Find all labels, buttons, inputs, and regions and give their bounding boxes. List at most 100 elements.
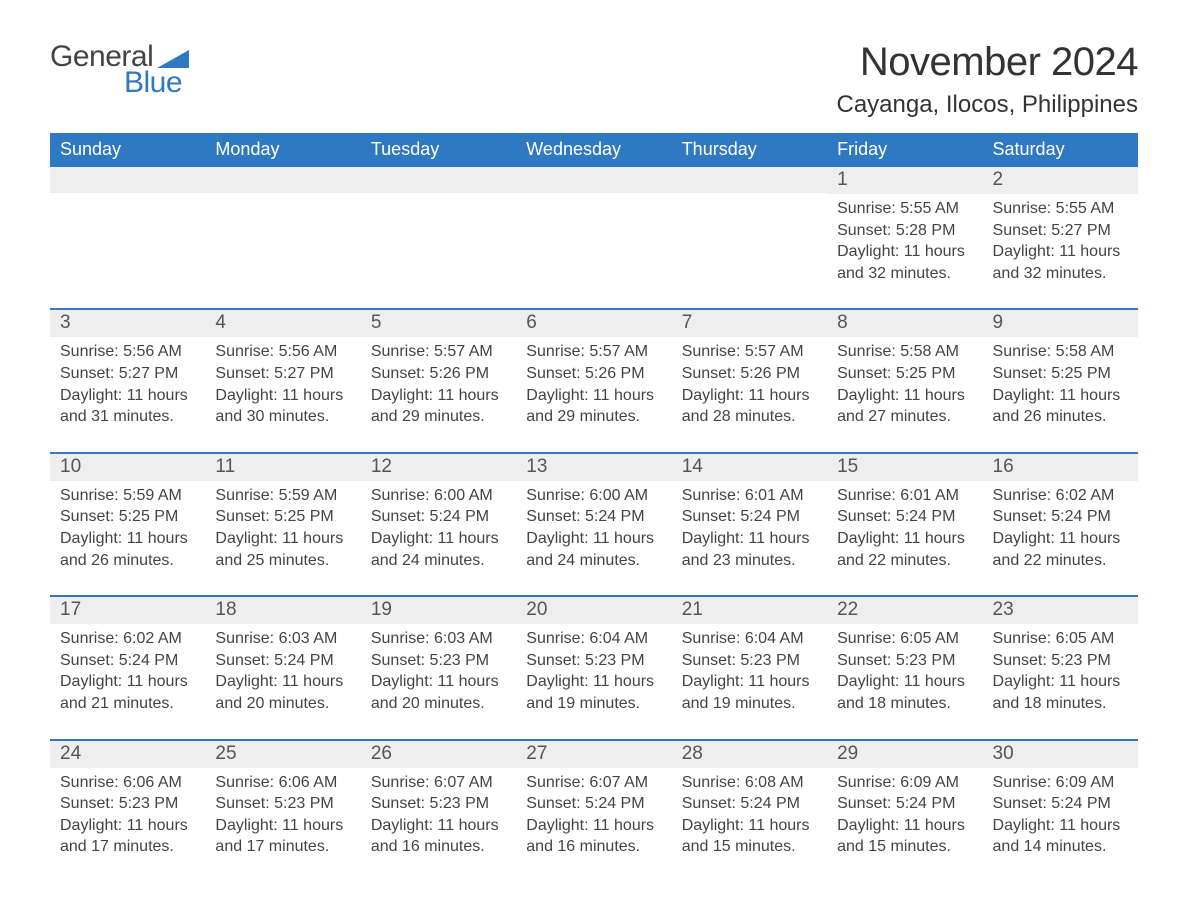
daylight-line: Daylight: 11 hours and 22 minutes. [993,528,1128,571]
calendar-day: 16 Sunrise: 6:02 AMSunset: 5:24 PMDayligh… [983,454,1138,577]
daylight-line: Daylight: 11 hours and 21 minutes. [60,671,195,714]
sunrise-line: Sunrise: 6:05 AM [837,628,972,650]
calendar-day-empty [672,167,827,290]
daylight-line: Daylight: 11 hours and 28 minutes. [682,385,817,428]
daylight-line: Daylight: 11 hours and 30 minutes. [215,385,350,428]
sunrise-line: Sunrise: 5:59 AM [60,485,195,507]
sunrise-line: Sunrise: 5:58 AM [993,341,1128,363]
sunrise-line: Sunrise: 6:01 AM [837,485,972,507]
day-number: 18 [205,597,360,624]
day-details: Sunrise: 5:57 AMSunset: 5:26 PMDaylight:… [516,341,671,433]
day-number: 24 [50,741,205,768]
title-block: November 2024 Cayanga, Ilocos, Philippin… [836,40,1138,119]
daylight-line: Daylight: 11 hours and 20 minutes. [215,671,350,714]
day-details: Sunrise: 5:57 AMSunset: 5:26 PMDaylight:… [361,341,516,433]
sunrise-line: Sunrise: 5:57 AM [371,341,506,363]
sunset-line: Sunset: 5:23 PM [60,793,195,815]
daylight-line: Daylight: 11 hours and 14 minutes. [993,815,1128,858]
sunset-line: Sunset: 5:24 PM [993,793,1128,815]
calendar-day: 29Sunrise: 6:09 AMSunset: 5:24 PMDayligh… [827,741,982,864]
day-details: Sunrise: 6:05 AMSunset: 5:23 PMDaylight:… [983,628,1138,720]
sunrise-line: Sunrise: 5:56 AM [215,341,350,363]
calendar-day-empty [361,167,516,290]
day-number: 22 [827,597,982,624]
daylight-line: Daylight: 11 hours and 29 minutes. [526,385,661,428]
day-number: 14 [672,454,827,481]
calendar-day-empty [205,167,360,290]
daylight-line: Daylight: 11 hours and 27 minutes. [837,385,972,428]
sunset-line: Sunset: 5:24 PM [993,506,1128,528]
day-number: 6 [516,310,671,337]
daylight-line: Daylight: 11 hours and 17 minutes. [60,815,195,858]
calendar-day: 18 Sunrise: 6:03 AMSunset: 5:24 PMDayligh… [205,597,360,720]
daylight-line: Daylight: 11 hours and 15 minutes. [837,815,972,858]
daylight-line: Daylight: 11 hours and 16 minutes. [371,815,506,858]
day-number: 16 [983,454,1138,481]
daylight-line: Daylight: 11 hours and 26 minutes. [60,528,195,571]
calendar-day: 15Sunrise: 6:01 AMSunset: 5:24 PMDayligh… [827,454,982,577]
sunrise-line: Sunrise: 6:06 AM [215,772,350,794]
calendar-week: 24Sunrise: 6:06 AMSunset: 5:23 PMDayligh… [50,739,1138,864]
calendar: SundayMondayTuesdayWednesdayThursdayFrid… [50,133,1138,864]
day-number: 9 [983,310,1138,337]
sunrise-line: Sunrise: 5:55 AM [837,198,972,220]
calendar-day: 19Sunrise: 6:03 AMSunset: 5:23 PMDayligh… [361,597,516,720]
sunset-line: Sunset: 5:26 PM [371,363,506,385]
dow-cell: Sunday [50,133,205,167]
day-details: Sunrise: 6:09 AMSunset: 5:24 PMDaylight:… [827,772,982,864]
sunset-line: Sunset: 5:25 PM [993,363,1128,385]
day-number: 8 [827,310,982,337]
daylight-line: Daylight: 11 hours and 24 minutes. [526,528,661,571]
daylight-line: Daylight: 11 hours and 26 minutes. [993,385,1128,428]
sunset-line: Sunset: 5:24 PM [682,793,817,815]
calendar-week: 17 Sunrise: 6:02 AMSunset: 5:24 PMDayligh… [50,595,1138,720]
day-of-week-header: SundayMondayTuesdayWednesdayThursdayFrid… [50,133,1138,167]
calendar-day: 21Sunrise: 6:04 AMSunset: 5:23 PMDayligh… [672,597,827,720]
sunrise-line: Sunrise: 6:09 AM [993,772,1128,794]
daylight-line: Daylight: 11 hours and 17 minutes. [215,815,350,858]
sunrise-line: Sunrise: 6:04 AM [682,628,817,650]
daylight-line: Daylight: 11 hours and 16 minutes. [526,815,661,858]
sunset-line: Sunset: 5:24 PM [526,506,661,528]
day-number: 11 [205,454,360,481]
sunset-line: Sunset: 5:25 PM [60,506,195,528]
dow-cell: Thursday [672,133,827,167]
sunrise-line: Sunrise: 6:01 AM [682,485,817,507]
calendar-day: 12Sunrise: 6:00 AMSunset: 5:24 PMDayligh… [361,454,516,577]
sunset-line: Sunset: 5:25 PM [837,363,972,385]
sunrise-line: Sunrise: 6:03 AM [371,628,506,650]
sunrise-line: Sunrise: 5:56 AM [60,341,195,363]
sunrise-line: Sunrise: 6:02 AM [993,485,1128,507]
daylight-line: Daylight: 11 hours and 23 minutes. [682,528,817,571]
month-title: November 2024 [836,40,1138,85]
day-details: Sunrise: 6:01 AMSunset: 5:24 PMDaylight:… [672,485,827,577]
day-number: 17 [50,597,205,624]
day-number [516,167,671,193]
sunset-line: Sunset: 5:26 PM [682,363,817,385]
sunrise-line: Sunrise: 6:00 AM [526,485,661,507]
weeks-host: 1Sunrise: 5:55 AMSunset: 5:28 PMDaylight… [50,167,1138,864]
day-details: Sunrise: 5:55 AMSunset: 5:27 PMDaylight:… [983,198,1138,290]
daylight-line: Daylight: 11 hours and 29 minutes. [371,385,506,428]
day-details: Sunrise: 5:59 AMSunset: 5:25 PMDaylight:… [205,485,360,577]
calendar-day: 4Sunrise: 5:56 AMSunset: 5:27 PMDaylight… [205,310,360,433]
day-number: 20 [516,597,671,624]
day-details: Sunrise: 6:07 AMSunset: 5:23 PMDaylight:… [361,772,516,864]
sunset-line: Sunset: 5:24 PM [837,793,972,815]
daylight-line: Daylight: 11 hours and 19 minutes. [682,671,817,714]
daylight-line: Daylight: 11 hours and 32 minutes. [993,241,1128,284]
day-details: Sunrise: 6:02 AMSunset: 5:24 PMDaylight:… [50,628,205,720]
day-details: Sunrise: 5:55 AMSunset: 5:28 PMDaylight:… [827,198,982,290]
logo: General Blue [50,40,189,100]
sunset-line: Sunset: 5:24 PM [682,506,817,528]
day-details: Sunrise: 6:03 AMSunset: 5:24 PMDaylight:… [205,628,360,720]
calendar-day: 24Sunrise: 6:06 AMSunset: 5:23 PMDayligh… [50,741,205,864]
sunrise-line: Sunrise: 6:04 AM [526,628,661,650]
sunset-line: Sunset: 5:28 PM [837,220,972,242]
daylight-line: Daylight: 11 hours and 18 minutes. [837,671,972,714]
sunset-line: Sunset: 5:27 PM [993,220,1128,242]
calendar-day: 28Sunrise: 6:08 AMSunset: 5:24 PMDayligh… [672,741,827,864]
sunrise-line: Sunrise: 6:03 AM [215,628,350,650]
sunrise-line: Sunrise: 5:58 AM [837,341,972,363]
sunrise-line: Sunrise: 6:08 AM [682,772,817,794]
